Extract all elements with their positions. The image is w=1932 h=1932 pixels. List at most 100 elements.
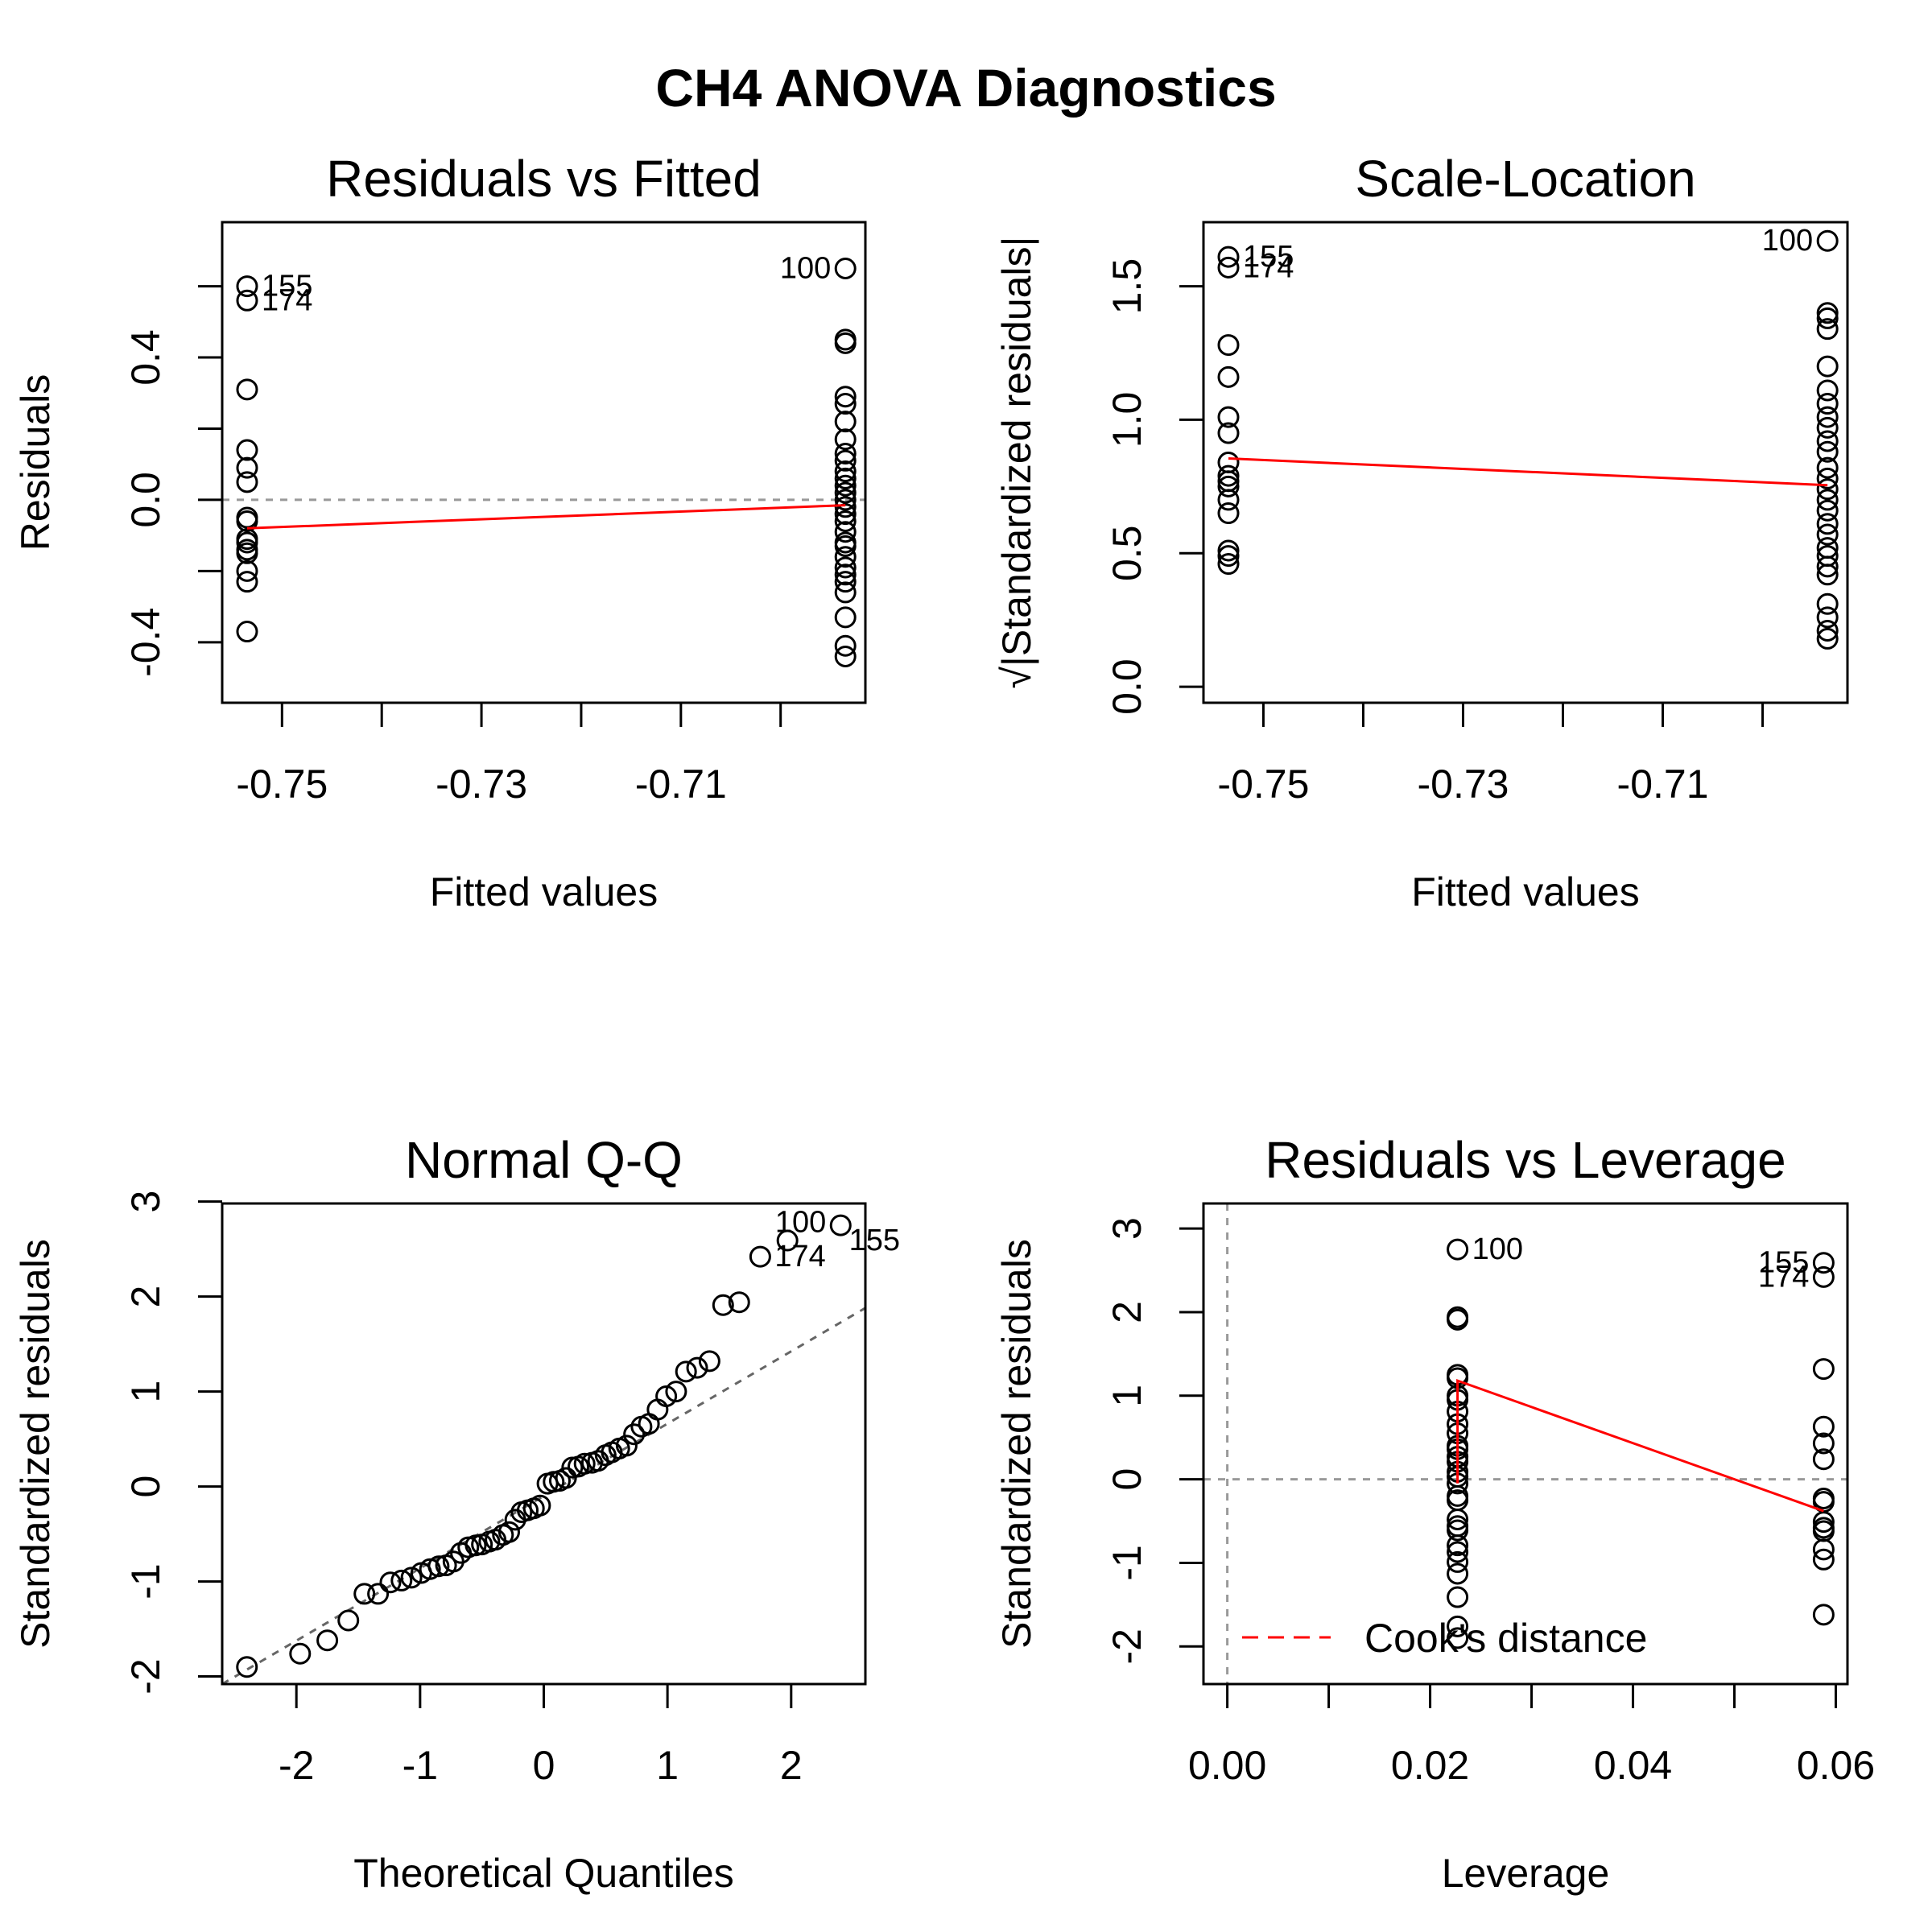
smoother-line bbox=[1456, 1378, 1824, 1513]
y-tick-label: 0.4 bbox=[123, 329, 168, 386]
data-point bbox=[1447, 1586, 1469, 1608]
point-label: 155 bbox=[262, 270, 312, 303]
data-point bbox=[834, 564, 857, 586]
y-tick-label: 0.0 bbox=[123, 472, 168, 528]
data-point bbox=[1816, 229, 1839, 252]
data-point bbox=[1812, 1432, 1835, 1455]
data-point bbox=[834, 332, 857, 354]
data-point bbox=[1816, 393, 1839, 415]
data-point bbox=[1816, 564, 1839, 586]
data-point bbox=[834, 521, 857, 543]
data-point bbox=[834, 386, 857, 408]
data-point bbox=[686, 1356, 708, 1379]
data-point bbox=[427, 1555, 450, 1578]
data-point bbox=[1816, 302, 1839, 324]
data-point bbox=[1816, 627, 1839, 650]
x-axis-label: Leverage bbox=[1442, 1851, 1610, 1896]
data-point bbox=[615, 1435, 638, 1457]
data-point bbox=[1816, 619, 1839, 642]
data-point bbox=[1217, 545, 1240, 568]
y-tick-label: 0 bbox=[1104, 1468, 1150, 1491]
data-point bbox=[1812, 1415, 1835, 1438]
data-point bbox=[1217, 422, 1240, 444]
data-point bbox=[665, 1381, 687, 1403]
data-point bbox=[236, 571, 258, 593]
data-point bbox=[834, 460, 857, 483]
y-tick-label: -2 bbox=[123, 1658, 168, 1694]
data-point bbox=[834, 428, 857, 451]
data-point bbox=[236, 275, 258, 298]
x-axis-label: Theoretical Quantiles bbox=[353, 1851, 733, 1896]
plot-frame bbox=[221, 221, 867, 704]
data-point bbox=[1816, 523, 1839, 546]
data-point bbox=[1812, 1548, 1835, 1571]
data-point bbox=[1816, 499, 1839, 522]
data-point bbox=[236, 456, 258, 479]
x-tick-label: -1 bbox=[402, 1743, 438, 1788]
plot-frame bbox=[1202, 221, 1849, 704]
data-point bbox=[1217, 489, 1240, 511]
point-label: 100 bbox=[775, 1206, 826, 1240]
data-point bbox=[712, 1294, 734, 1316]
y-tick-label: -0.4 bbox=[123, 608, 168, 677]
y-tick-label: -1 bbox=[123, 1563, 168, 1599]
y-tick-label: 1 bbox=[1104, 1385, 1150, 1407]
data-point bbox=[236, 510, 258, 532]
data-point bbox=[834, 257, 857, 279]
legend-label: Cook's distance bbox=[1364, 1616, 1647, 1661]
data-point bbox=[1447, 1484, 1469, 1507]
data-point bbox=[1816, 318, 1839, 341]
data-point bbox=[1447, 1550, 1469, 1573]
data-point bbox=[834, 535, 857, 557]
x-tick-label: -0.75 bbox=[1217, 762, 1309, 807]
data-point bbox=[1812, 1358, 1835, 1381]
data-point bbox=[834, 503, 857, 526]
data-point bbox=[236, 621, 258, 643]
data-point bbox=[289, 1642, 312, 1665]
point-label: 100 bbox=[1472, 1232, 1523, 1266]
x-axis-label: Fitted values bbox=[1411, 869, 1639, 914]
data-point bbox=[236, 531, 258, 554]
data-point bbox=[834, 411, 857, 433]
x-tick-label: 1 bbox=[656, 1743, 679, 1788]
panel-resid-leverage: Residuals vs Leverage Leverage Standardize… bbox=[994, 1131, 1875, 1896]
data-point bbox=[1816, 379, 1839, 402]
data-point bbox=[1816, 307, 1839, 329]
data-point bbox=[1217, 365, 1240, 388]
data-point bbox=[834, 581, 857, 604]
data-point bbox=[1812, 1252, 1835, 1274]
data-point bbox=[834, 510, 857, 532]
smoother-line bbox=[1228, 457, 1828, 487]
data-point bbox=[1447, 1541, 1469, 1563]
y-axis-label: Standardized residuals bbox=[13, 1239, 58, 1649]
panel-normal-qq: Normal Q-Q Theoretical Quantiles Standardi… bbox=[13, 1131, 900, 1896]
x-tick-label: -0.73 bbox=[1417, 762, 1509, 807]
data-point bbox=[573, 1452, 596, 1475]
smoother-line bbox=[246, 504, 846, 530]
data-point bbox=[834, 467, 857, 489]
data-point bbox=[834, 634, 857, 657]
point-label: 174 bbox=[1243, 250, 1294, 284]
data-point bbox=[1816, 456, 1839, 479]
y-tick-label: 2 bbox=[123, 1286, 168, 1308]
figure-title: CH4 ANOVA Diagnostics bbox=[655, 58, 1276, 118]
data-point bbox=[1447, 1308, 1469, 1331]
data-point bbox=[1217, 502, 1240, 525]
data-point bbox=[1812, 1265, 1835, 1288]
data-point bbox=[367, 1583, 390, 1605]
data-point bbox=[497, 1521, 520, 1543]
data-point bbox=[419, 1558, 441, 1580]
data-point bbox=[529, 1494, 551, 1517]
y-tick-label: 1 bbox=[123, 1381, 168, 1403]
data-point bbox=[1812, 1448, 1835, 1471]
data-point bbox=[1816, 606, 1839, 629]
data-point bbox=[1812, 1511, 1835, 1534]
data-point bbox=[390, 1569, 413, 1591]
data-point bbox=[1812, 1604, 1835, 1626]
data-point bbox=[834, 496, 857, 518]
panel-title: Residuals vs Fitted bbox=[326, 150, 762, 208]
data-point bbox=[1217, 406, 1240, 428]
x-tick-label: -0.71 bbox=[1617, 762, 1709, 807]
data-point bbox=[1217, 256, 1240, 279]
